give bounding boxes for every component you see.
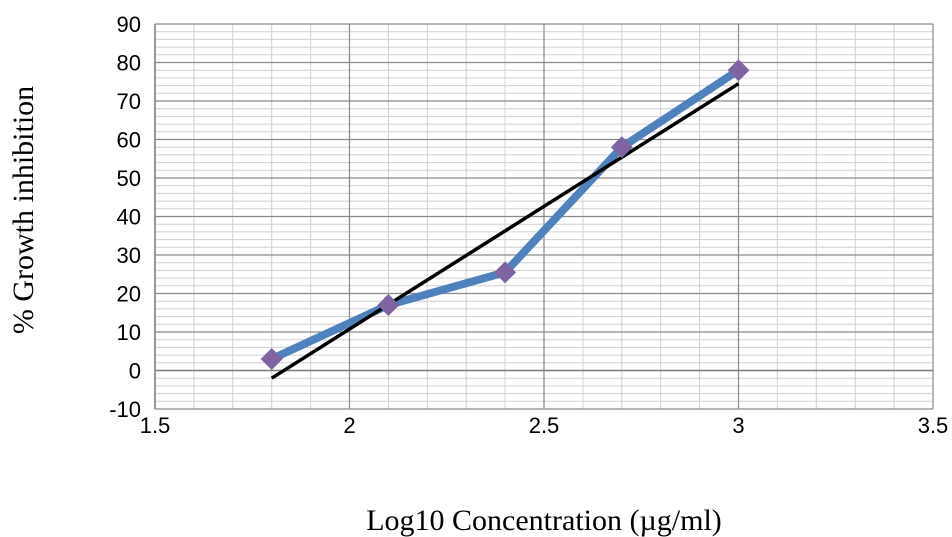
- y-tick-label: 90: [117, 12, 141, 37]
- grid-lines: [154, 23, 934, 410]
- y-tick-label: 60: [117, 128, 141, 153]
- y-tick-label: -10: [109, 397, 141, 422]
- x-tick-label: 1.5: [140, 413, 171, 438]
- data-point-marker: [494, 261, 517, 284]
- data-point-marker: [610, 136, 633, 159]
- y-tick-label: 0: [129, 359, 141, 384]
- tick-labels: -10 0 10 20 30 40 50 60 70 80 90 1.5 2 2.5 3 3.5: [109, 12, 948, 438]
- x-tick-label: 3: [732, 413, 744, 438]
- y-tick-label: 40: [117, 205, 141, 230]
- y-tick-label: 20: [117, 282, 141, 307]
- data-point-marker: [727, 59, 750, 82]
- x-tick-label: 2.5: [529, 413, 560, 438]
- data-point-marker: [377, 294, 400, 317]
- x-tick-label: 2: [343, 413, 355, 438]
- y-axis-title: % Growth inhibition: [7, 86, 40, 334]
- y-tick-label: 10: [117, 320, 141, 345]
- trendline-line: [270, 82, 740, 380]
- y-tick-label: 50: [117, 166, 141, 191]
- data-point-marker: [260, 347, 283, 370]
- trendline: [270, 82, 740, 380]
- y-tick-label: 70: [117, 89, 141, 114]
- series-markers: [260, 59, 750, 370]
- y-tick-label: 30: [117, 243, 141, 268]
- x-tick-label: 3.5: [918, 413, 949, 438]
- x-axis-title: Log10 Concentration (µg/ml): [366, 504, 722, 537]
- y-tick-label: 80: [117, 51, 141, 76]
